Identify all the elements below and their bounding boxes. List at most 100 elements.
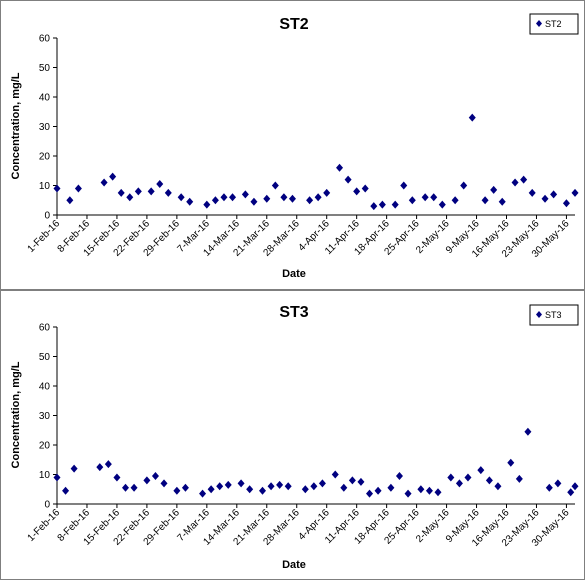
data-point bbox=[387, 483, 395, 492]
y-tick-label: 50 bbox=[39, 63, 51, 74]
x-axis-title: Date bbox=[282, 559, 306, 571]
data-point bbox=[177, 193, 185, 202]
data-point bbox=[425, 486, 433, 495]
data-point bbox=[348, 476, 356, 485]
y-tick-label: 20 bbox=[39, 152, 51, 163]
data-point bbox=[96, 463, 104, 472]
data-point bbox=[550, 190, 558, 199]
data-point bbox=[366, 489, 374, 498]
data-point bbox=[515, 474, 523, 483]
legend-label: ST3 bbox=[545, 310, 562, 320]
data-point bbox=[284, 482, 292, 491]
data-point bbox=[336, 163, 344, 172]
data-point bbox=[66, 196, 74, 205]
data-point bbox=[130, 483, 138, 492]
legend-marker bbox=[536, 20, 542, 27]
data-point bbox=[314, 193, 322, 202]
y-tick-label: 60 bbox=[39, 34, 51, 45]
data-point bbox=[173, 486, 181, 495]
axes bbox=[56, 327, 575, 505]
data-point bbox=[357, 477, 365, 486]
data-point bbox=[567, 488, 575, 497]
y-tick-label: 40 bbox=[39, 93, 51, 104]
y-tick-label: 10 bbox=[39, 470, 51, 481]
data-point bbox=[186, 197, 194, 206]
data-point bbox=[211, 196, 219, 205]
data-point bbox=[121, 483, 129, 492]
data-point bbox=[353, 187, 361, 196]
data-point bbox=[267, 482, 275, 491]
y-tick-label: 0 bbox=[44, 500, 50, 511]
y-tick-label: 50 bbox=[39, 352, 51, 363]
y-tick-label: 40 bbox=[39, 382, 51, 393]
data-point bbox=[464, 473, 472, 482]
data-point bbox=[400, 181, 408, 190]
chart-panel-st3: ST3 Date Concentration, mg/L ST3 0 10 20 30… bbox=[0, 290, 585, 580]
data-point bbox=[216, 482, 224, 491]
data-point bbox=[370, 202, 378, 211]
data-point bbox=[451, 196, 459, 205]
data-point bbox=[528, 188, 536, 197]
x-ticks: 1-Feb-168-Feb-1615-Feb-1622-Feb-1629-Feb… bbox=[26, 215, 572, 260]
data-point bbox=[224, 480, 232, 489]
data-point bbox=[237, 479, 245, 488]
data-point bbox=[318, 479, 326, 488]
data-point bbox=[246, 485, 254, 494]
data-point bbox=[151, 471, 159, 480]
data-point bbox=[520, 175, 528, 184]
data-point bbox=[481, 196, 489, 205]
data-point bbox=[156, 180, 164, 189]
data-point bbox=[181, 483, 189, 492]
data-point bbox=[126, 193, 134, 202]
data-point bbox=[417, 485, 425, 494]
data-point bbox=[109, 172, 117, 181]
data-point bbox=[74, 184, 82, 193]
data-point bbox=[408, 196, 416, 205]
data-point bbox=[100, 178, 108, 187]
x-axis-title: Date bbox=[282, 268, 306, 280]
data-point bbox=[117, 188, 125, 197]
data-point bbox=[460, 181, 468, 190]
chart-title: ST2 bbox=[279, 16, 308, 33]
legend-box bbox=[529, 304, 579, 326]
data-point bbox=[340, 483, 348, 492]
chart-st2: ST2 Date Concentration, mg/L ST2 0 10 20 30… bbox=[10, 13, 579, 280]
data-point bbox=[468, 113, 476, 122]
data-point bbox=[490, 185, 498, 194]
data-point bbox=[301, 485, 309, 494]
data-point bbox=[562, 199, 570, 208]
data-point bbox=[545, 483, 553, 492]
data-point bbox=[438, 200, 446, 209]
data-point bbox=[263, 194, 271, 203]
legend: ST3 bbox=[529, 304, 579, 326]
y-tick-label: 30 bbox=[39, 122, 51, 133]
data-point bbox=[241, 190, 249, 199]
data-point bbox=[310, 482, 318, 491]
data-point bbox=[494, 482, 502, 491]
x-ticks: 1-Feb-168-Feb-1615-Feb-1622-Feb-1629-Feb… bbox=[26, 504, 572, 549]
y-tick-label: 10 bbox=[39, 181, 51, 192]
data-point bbox=[374, 486, 382, 495]
data-point bbox=[199, 489, 207, 498]
data-point bbox=[378, 200, 386, 209]
data-point bbox=[104, 460, 112, 469]
data-point bbox=[554, 479, 562, 488]
data-point bbox=[53, 473, 61, 482]
data-point bbox=[160, 479, 168, 488]
data-point bbox=[430, 193, 438, 202]
y-tick-label: 20 bbox=[39, 441, 51, 452]
data-point bbox=[455, 479, 463, 488]
data-point bbox=[421, 193, 429, 202]
legend: ST2 bbox=[529, 13, 579, 35]
axes bbox=[56, 38, 575, 216]
data-point bbox=[306, 196, 314, 205]
data-point bbox=[507, 458, 515, 467]
data-point bbox=[571, 188, 579, 197]
data-points bbox=[53, 427, 579, 498]
data-point bbox=[447, 473, 455, 482]
data-point bbox=[143, 476, 151, 485]
data-point bbox=[203, 200, 211, 209]
y-axis-title: Concentration, mg/L bbox=[10, 361, 22, 468]
y-ticks: 0 10 20 30 40 50 60 bbox=[39, 323, 57, 511]
data-point bbox=[434, 488, 442, 497]
